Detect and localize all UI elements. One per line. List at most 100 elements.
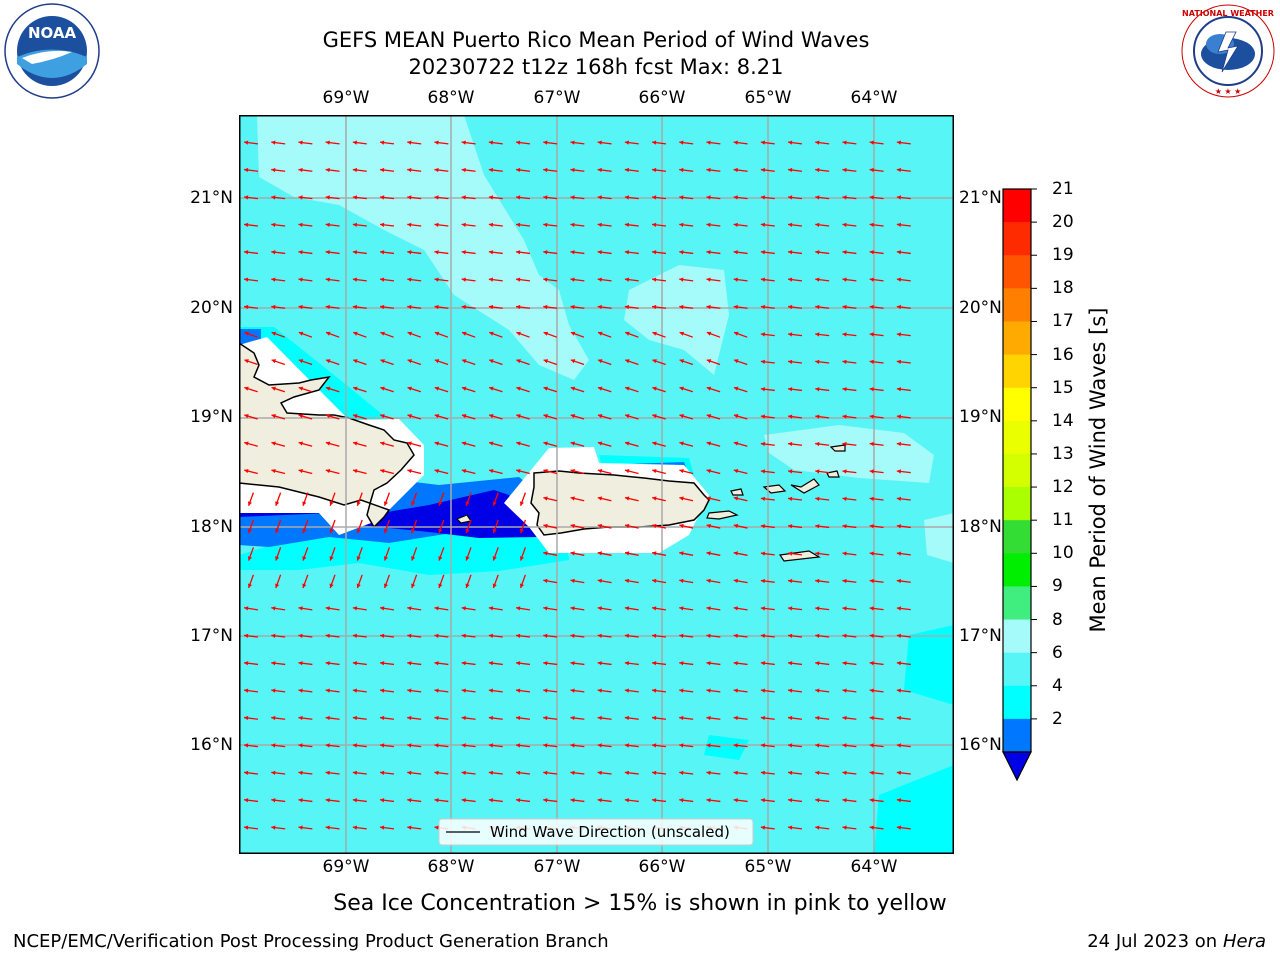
wind-wave-arrowhead — [434, 250, 439, 255]
island — [706, 510, 739, 520]
wind-wave-arrowhead — [488, 277, 494, 282]
wind-wave-arrowhead — [380, 633, 385, 638]
wind-wave-arrowhead — [842, 524, 847, 529]
wind-wave-arrowhead — [652, 715, 657, 721]
wind-wave-arrowhead — [434, 661, 439, 666]
colorbar-cell — [1003, 718, 1031, 753]
wind-wave-arrowhead — [896, 661, 902, 666]
wind-wave-arrowhead — [842, 140, 847, 145]
wind-wave-arrowhead — [815, 524, 820, 529]
wind-wave-arrowhead — [543, 250, 548, 255]
wind-wave-arrowhead — [356, 528, 361, 534]
wind-wave-arrowhead — [465, 501, 470, 506]
lon-label-top: 66°W — [638, 88, 686, 108]
wind-wave-arrowhead — [788, 551, 793, 556]
wind-wave-arrowhead — [489, 441, 494, 446]
wind-wave-arrowhead — [869, 825, 874, 830]
wind-wave-arrowhead — [842, 633, 847, 638]
wind-wave-arrowhead — [896, 825, 902, 830]
colorbar-cell — [1003, 553, 1031, 587]
wind-wave-arrowhead — [516, 633, 521, 638]
wind-wave-arrowhead — [352, 743, 358, 748]
colorbar-tick-label: 4 — [1052, 675, 1063, 696]
colorbar-tick-label: 10 — [1052, 543, 1074, 564]
wind-wave-arrowhead — [815, 578, 820, 584]
wind-wave-arrowhead — [516, 468, 521, 474]
wind-wave-arrowhead — [570, 798, 575, 803]
wind-wave-arrowhead — [356, 501, 361, 506]
wind-wave-arrowhead — [706, 441, 712, 446]
wind-wave-arrowhead — [298, 661, 303, 666]
wind-wave-arrowhead — [706, 468, 711, 474]
wind-wave-arrowhead — [329, 528, 334, 534]
wind-wave-arrowhead — [896, 387, 902, 392]
wind-wave-arrowhead — [434, 277, 439, 282]
wind-wave-arrowhead — [760, 222, 766, 227]
wind-wave-arrowhead — [352, 167, 358, 173]
wind-wave-arrowhead — [624, 496, 630, 501]
period-6-8-region — [874, 765, 954, 854]
wind-wave-arrowhead — [302, 528, 307, 534]
wind-wave-arrowhead — [244, 770, 249, 775]
wind-wave-arrowhead — [488, 167, 494, 173]
wind-wave-arrowhead — [760, 332, 766, 337]
wind-wave-arrowhead — [380, 798, 385, 803]
wind-wave-arrowhead — [516, 743, 521, 748]
lat-label-left: 16°N — [190, 735, 233, 755]
wind-wave-arrowhead — [597, 386, 603, 391]
wind-wave-arrowhead — [488, 743, 494, 748]
wind-wave-arrowhead — [352, 633, 358, 638]
wind-wave-arrowhead — [652, 386, 657, 391]
svg-text:NOAA: NOAA — [28, 24, 77, 42]
wind-wave-arrowhead — [733, 441, 739, 446]
wind-wave-arrowhead — [570, 304, 575, 310]
wind-wave-arrowhead — [298, 359, 304, 364]
wind-wave-arrowhead — [325, 770, 330, 775]
wind-wave-arrowhead — [244, 304, 249, 310]
wind-wave-arrowhead — [302, 556, 307, 561]
wind-wave-arrowhead — [597, 414, 603, 419]
wind-wave-arrowhead — [516, 222, 521, 227]
wind-wave-arrowhead — [706, 331, 712, 336]
wind-wave-arrowhead — [516, 414, 521, 419]
wind-wave-arrowhead — [570, 743, 575, 748]
wind-wave-arrowhead — [298, 743, 303, 748]
wind-wave-arrowhead — [570, 331, 576, 336]
period-8-9-region — [764, 425, 934, 483]
wind-wave-arrowhead — [244, 277, 249, 282]
lat-label-right: 18°N — [959, 517, 1002, 537]
wind-wave-arrowhead — [570, 414, 576, 419]
wind-wave-arrowhead — [706, 633, 711, 638]
wind-wave-arrowhead — [624, 222, 630, 227]
wind-wave-arrowhead — [461, 688, 466, 693]
wind-wave-arrowhead — [438, 556, 443, 561]
lon-label-bottom: 67°W — [533, 857, 581, 877]
wind-wave-arrowhead — [733, 551, 739, 556]
wind-wave-arrowhead — [407, 468, 412, 474]
wind-wave-arrowhead — [624, 140, 630, 145]
wind-wave-arrowhead — [788, 469, 793, 474]
wind-wave-arrowhead — [461, 441, 467, 446]
wind-wave-arrowhead — [760, 496, 766, 501]
wind-wave-arrowhead — [815, 743, 820, 748]
wind-wave-arrowhead — [733, 661, 738, 666]
wind-wave-arrowhead — [298, 140, 303, 145]
wind-wave-arrowhead — [407, 386, 412, 391]
wind-wave-arrowhead — [679, 468, 684, 474]
colorbar-title: Mean Period of Wind Waves [s] — [1086, 307, 1110, 633]
wind-wave-arrowhead — [434, 606, 439, 611]
wind-wave-arrowhead — [244, 606, 249, 611]
wind-wave-arrowhead — [679, 250, 684, 255]
wind-wave-arrowhead — [543, 195, 548, 200]
island — [778, 550, 821, 562]
wind-wave-arrowhead — [407, 715, 412, 721]
lat-label-left: 17°N — [190, 626, 233, 646]
lon-label-top: 65°W — [744, 88, 792, 108]
lat-label-left: 18°N — [190, 517, 233, 537]
period-6-8-region — [904, 625, 954, 705]
wind-wave-arrowhead — [597, 277, 602, 282]
wind-wave-arrowhead — [760, 304, 766, 310]
wind-wave-arrowhead — [489, 331, 494, 336]
wind-wave-arrowhead — [733, 414, 739, 419]
wind-wave-arrowhead — [760, 441, 766, 447]
